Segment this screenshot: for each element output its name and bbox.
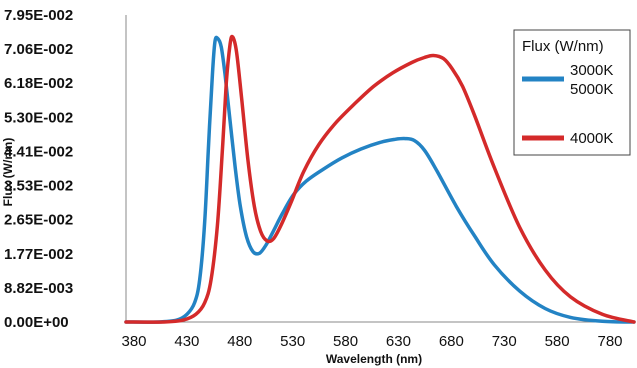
legend-box [513, 29, 631, 156]
x-tick-label: 480 [227, 333, 252, 350]
x-tick-label: 430 [174, 333, 199, 350]
legend-title: Flux (W/nm) [522, 38, 604, 55]
legend: Flux (W/nm) 3000K 5000K 4000K [513, 29, 631, 156]
y-tick-label: 8.82E-003 [4, 280, 73, 297]
y-axis-tick-labels: 0.00E+00 8.82E-003 1.77E-002 2.65E-002 3.53E… [4, 7, 73, 331]
x-axis-title: Wavelength (nm) [326, 352, 422, 366]
legend-label-3000k: 3000K [570, 62, 613, 79]
y-axis-title: Flux (W/nm) [1, 138, 15, 207]
series-layer [124, 34, 636, 324]
y-tick-label: 2.65E-002 [4, 212, 73, 229]
x-tick-label: 580 [333, 333, 358, 350]
y-tick-label: 1.77E-002 [4, 246, 73, 263]
y-tick-label: 5.30E-002 [4, 109, 73, 126]
x-axis-tick-labels: 380 430 480 530 580 630 680 730 580 780 [121, 333, 622, 350]
series-line-1 [124, 34, 636, 324]
legend-label-4000k: 4000K [570, 130, 613, 147]
y-tick-label: 0.00E+00 [4, 314, 69, 331]
x-tick-label: 730 [492, 333, 517, 350]
y-tick-label: 4.41E-002 [4, 143, 73, 160]
x-tick-label: 580 [545, 333, 570, 350]
x-tick-label: 780 [597, 333, 622, 350]
y-tick-label: 7.06E-002 [4, 41, 73, 58]
y-tick-label: 3.53E-002 [4, 178, 73, 195]
x-tick-label: 380 [121, 333, 146, 350]
series-line-0 [124, 35, 636, 324]
legend-label-5000k: 5000K [570, 81, 613, 98]
x-tick-label: 530 [280, 333, 305, 350]
y-tick-label: 6.18E-002 [4, 75, 73, 92]
x-tick-label: 630 [386, 333, 411, 350]
y-tick-label: 7.95E-002 [4, 7, 73, 24]
x-tick-label: 680 [439, 333, 464, 350]
